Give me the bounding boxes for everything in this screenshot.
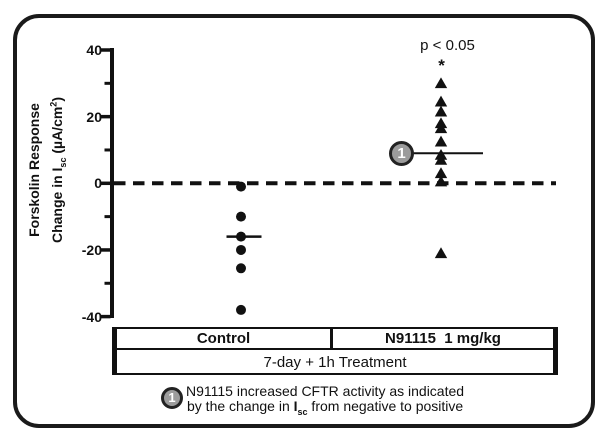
p-value-annotation: p < 0.05 xyxy=(420,37,475,54)
y-tick-label: 0 xyxy=(94,175,102,192)
table-header-row: Control N91115 1 mg/kg xyxy=(117,329,553,350)
treatment-table: Control N91115 1 mg/kg 7-day + 1h Treatm… xyxy=(112,327,558,375)
y-tick-label: -20 xyxy=(81,241,102,258)
y-tick-label: 20 xyxy=(86,108,102,125)
caption-line-1: N91115 increased CFTR activity as indica… xyxy=(186,383,465,399)
caption-marker-1: 1 xyxy=(161,387,183,409)
significance-asterisk: * xyxy=(438,56,445,75)
y-axis-label-line1: Forskolin Response xyxy=(26,103,42,237)
y-tick-label: -40 xyxy=(81,308,102,325)
table-row-treatment: 7-day + 1h Treatment xyxy=(263,354,407,371)
y-tick-label: 40 xyxy=(86,42,102,58)
y-axis-label-line2: Change in Isc (µA/cm2) xyxy=(48,97,68,244)
figure-border xyxy=(13,14,595,428)
caption-line-2: by the change in Isc from negative to po… xyxy=(187,397,464,417)
table-cell-n91115: N91115 1 mg/kg xyxy=(385,330,501,347)
y-axis-label: Forskolin Response Change in Isc (µA/cm2… xyxy=(25,20,67,320)
callout-marker-1: 1 xyxy=(389,141,414,166)
table-cell-control: Control xyxy=(117,329,333,348)
